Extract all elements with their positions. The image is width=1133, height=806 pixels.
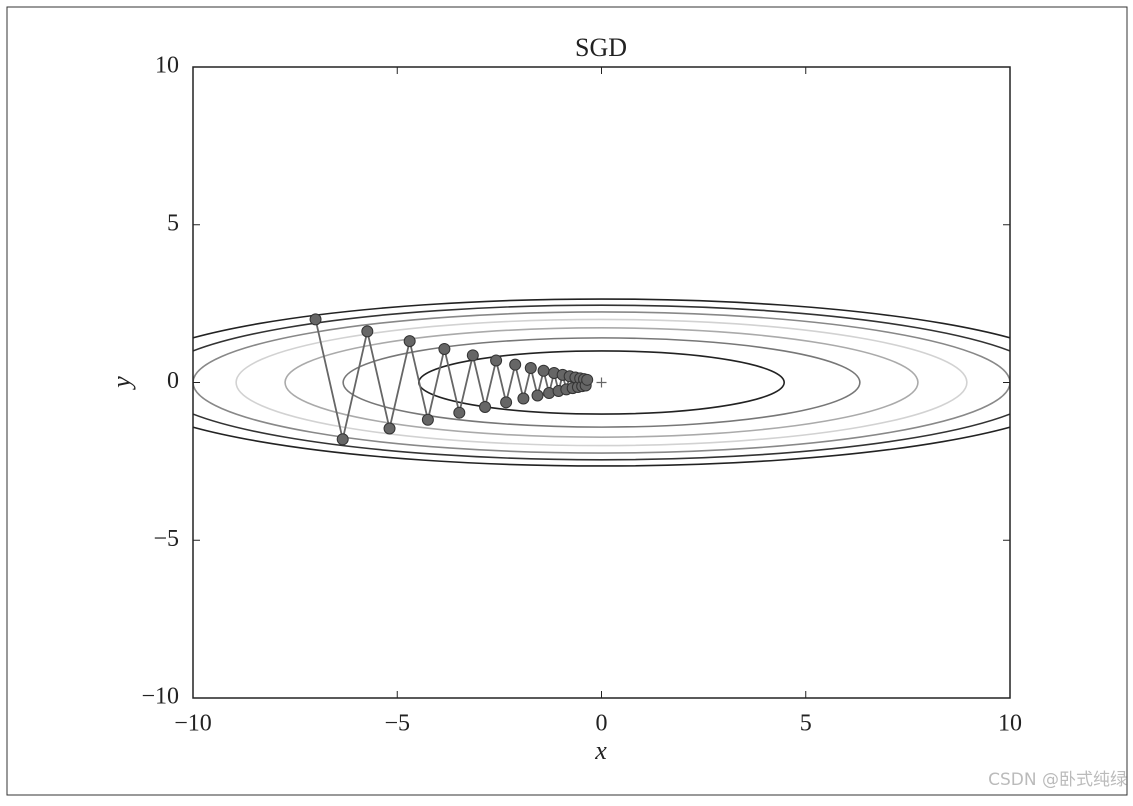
path-point xyxy=(383,422,396,435)
path-point xyxy=(438,342,451,355)
x-tick-label: −10 xyxy=(174,711,212,737)
y-tick-label: 10 xyxy=(155,53,179,79)
path-point xyxy=(403,335,416,348)
contour-line xyxy=(193,298,1010,467)
path-point xyxy=(509,358,522,371)
path-point xyxy=(531,389,544,402)
x-tick-label: 0 xyxy=(596,711,608,737)
minimum-marker xyxy=(596,377,607,388)
x-tick-label: −5 xyxy=(384,711,410,737)
path-point xyxy=(336,433,349,446)
path-point xyxy=(581,373,594,386)
path-point xyxy=(500,396,513,409)
path-point xyxy=(490,354,503,367)
contour-line xyxy=(235,318,968,447)
x-tick-label: 10 xyxy=(998,711,1022,737)
y-tick-label: −10 xyxy=(141,684,179,710)
path-point xyxy=(453,406,466,419)
y-tick-label: −5 xyxy=(153,526,179,552)
watermark: CSDN @卧式纯绿 xyxy=(988,770,1127,790)
path-point xyxy=(537,364,550,377)
contour-line xyxy=(193,304,1010,461)
figure-frame xyxy=(6,6,1128,796)
x-tick-label: 5 xyxy=(800,711,812,737)
path-line xyxy=(314,319,589,440)
y-tick-label: 0 xyxy=(167,368,179,394)
contour-group xyxy=(193,298,1010,467)
x-axis-label: x xyxy=(594,736,607,765)
path-point xyxy=(466,349,479,362)
y-tick-label: 5 xyxy=(167,210,179,236)
contour-line xyxy=(342,337,861,428)
path-point xyxy=(309,313,322,326)
path-point xyxy=(517,392,530,405)
chart-title: SGD xyxy=(575,33,627,62)
y-axis-label: y xyxy=(107,376,136,391)
contour-line xyxy=(284,327,919,438)
path-point xyxy=(421,413,434,426)
path-point xyxy=(361,325,374,338)
path-point xyxy=(524,362,537,375)
contour-line xyxy=(193,311,1010,454)
path-point xyxy=(479,400,492,413)
